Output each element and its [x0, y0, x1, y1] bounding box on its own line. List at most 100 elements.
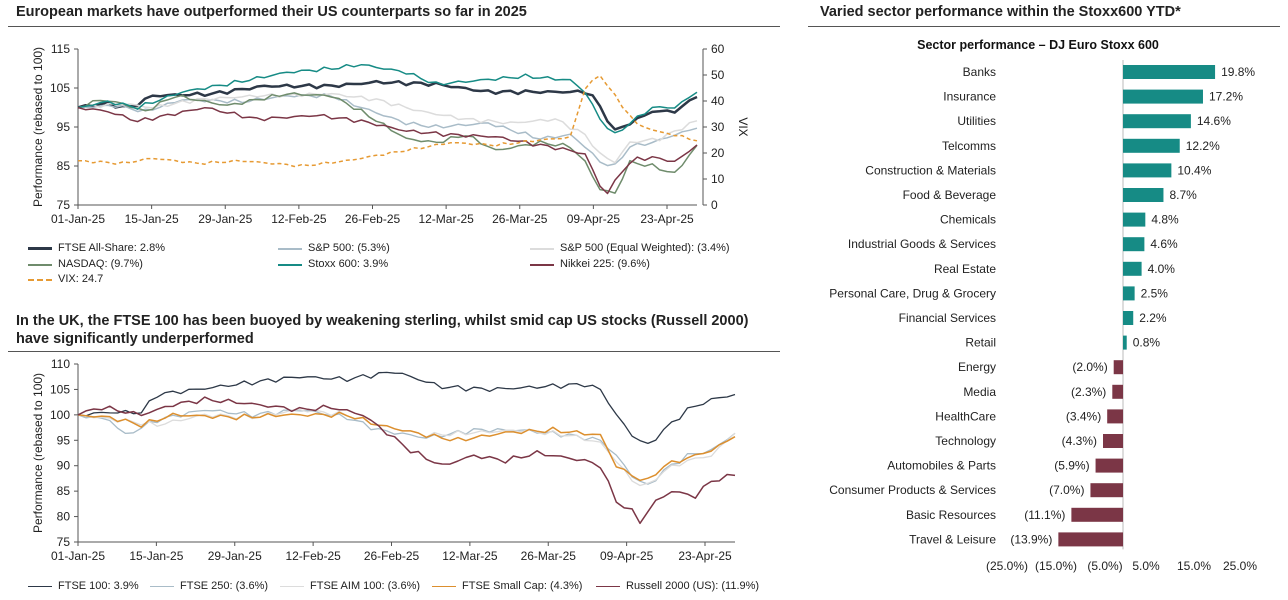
legend-label: Stoxx 600: 3.9%	[308, 258, 389, 270]
top-left-chart-title: European markets have outperformed their…	[16, 4, 527, 20]
x-tick-label: 12-Feb-25	[285, 549, 341, 563]
y-tick-label: 85	[57, 484, 71, 498]
legend-item-nikkei: Nikkei 225: (9.6%)	[530, 258, 650, 271]
category-label: Travel & Leisure	[909, 532, 996, 546]
category-label: Industrial Goods & Services	[848, 237, 996, 251]
legend-label: FTSE 100: 3.9%	[58, 580, 139, 592]
data-label: (5.9%)	[1054, 459, 1089, 473]
x-tick-label: 15-Jan-25	[129, 549, 183, 563]
y-tick-label: 85	[57, 159, 71, 173]
category-label: Technology	[935, 434, 996, 448]
y-tick-label: 110	[51, 357, 70, 371]
legend-item-stoxx600: Stoxx 600: 3.9%	[278, 258, 388, 271]
bar	[1107, 409, 1123, 424]
data-label: 4.6%	[1150, 237, 1178, 251]
data-label: 4.8%	[1151, 213, 1179, 227]
data-label: 17.2%	[1209, 90, 1243, 104]
bar	[1058, 532, 1123, 547]
legend-swatch	[28, 247, 52, 250]
category-label: Media	[963, 385, 996, 399]
x-tick-label: 15-Jan-25	[125, 212, 179, 226]
series-line	[77, 371, 736, 445]
legend-label: Nikkei 225: (9.6%)	[560, 258, 650, 270]
series-line	[77, 396, 736, 525]
y-tick-label: 75	[57, 198, 71, 212]
bar	[1123, 237, 1145, 252]
y-axis-label: Performance (rebased to 100)	[31, 47, 45, 207]
y2-axis-label: VIX	[736, 117, 750, 136]
y2-tick-label: 0	[711, 198, 718, 212]
y-axis-label: Performance (rebased to 100)	[31, 373, 45, 533]
x-tick-label: 29-Jan-25	[208, 549, 262, 563]
y-tick-label: 90	[57, 459, 71, 473]
data-label: (2.3%)	[1071, 385, 1106, 399]
legend-item-ftse100: FTSE 100: 3.9%	[28, 580, 139, 593]
data-label: 0.8%	[1133, 336, 1161, 350]
legend-item-ftse-smallcap: FTSE Small Cap: (4.3%)	[432, 580, 582, 593]
y-tick-label: 95	[57, 433, 71, 447]
category-label: Automobiles & Parts	[887, 459, 996, 473]
series-line	[77, 63, 698, 134]
x-tick-label: 23-Apr-25	[640, 212, 694, 226]
legend-swatch	[278, 247, 302, 250]
bar	[1112, 384, 1123, 399]
series-line	[77, 411, 736, 482]
y2-tick-label: 20	[711, 146, 725, 160]
x-tick-label: 5.0%	[1132, 559, 1160, 573]
bar	[1123, 138, 1180, 153]
x-tick-label: 25.0%	[1223, 559, 1257, 573]
legend-item-nasdaq: NASDAQ: (9.7%)	[28, 258, 143, 271]
series-line	[78, 74, 698, 168]
bar	[1123, 89, 1203, 104]
legend-swatch	[28, 263, 52, 266]
category-label: Chemicals	[940, 213, 996, 227]
category-label: Insurance	[943, 90, 996, 104]
legend-swatch	[150, 586, 174, 587]
x-tick-label: 09-Apr-25	[600, 549, 654, 563]
category-label: Real Estate	[934, 262, 996, 276]
x-tick-label: 12-Feb-25	[271, 212, 327, 226]
y2-tick-label: 10	[711, 172, 725, 186]
data-label: 2.2%	[1139, 311, 1167, 325]
legend-label: NASDAQ: (9.7%)	[58, 258, 143, 270]
category-label: Food & Beverage	[903, 188, 997, 202]
y-tick-label: 80	[57, 510, 71, 524]
legend-item-ftse-aim100: FTSE AIM 100: (3.6%)	[280, 580, 420, 593]
legend-swatch	[28, 278, 52, 281]
y-tick-label: 105	[50, 81, 70, 95]
data-label: 14.6%	[1197, 114, 1231, 128]
y-tick-label: 105	[50, 382, 70, 396]
x-tick-label: 12-Mar-25	[442, 549, 498, 563]
x-tick-label: (15.0%)	[1035, 559, 1077, 573]
x-tick-label: 23-Apr-25	[678, 549, 732, 563]
bottom-left-chart-title: In the UK, the FTSE 100 has been buoyed …	[16, 313, 749, 347]
legend-label: Russell 2000 (US): (11.9%)	[626, 580, 760, 592]
series-line	[77, 92, 698, 164]
legend-swatch	[596, 586, 620, 587]
legend-swatch	[280, 586, 304, 587]
bar	[1123, 261, 1142, 276]
bar	[1095, 458, 1123, 473]
legend-item-ftse-all-share: FTSE All-Share: 2.8%	[28, 242, 165, 255]
top-left-title-rule	[8, 26, 780, 27]
x-tick-label: 01-Jan-25	[51, 212, 105, 226]
data-label: (13.9%)	[1010, 532, 1052, 546]
bar	[1123, 286, 1135, 301]
y-tick-label: 115	[51, 42, 70, 56]
x-tick-label: 26-Mar-25	[492, 212, 548, 226]
x-tick-label: 26-Mar-25	[521, 549, 577, 563]
series-line	[77, 106, 698, 195]
bar	[1123, 335, 1127, 350]
y-tick-label: 100	[50, 408, 70, 422]
data-label: (2.0%)	[1072, 360, 1107, 374]
series-line	[77, 409, 736, 485]
category-label: Personal Care, Drug & Grocery	[829, 286, 996, 300]
bar	[1123, 311, 1134, 325]
bar	[1103, 434, 1123, 448]
bar	[1123, 65, 1216, 79]
legend-swatch	[28, 586, 52, 587]
bar	[1123, 212, 1146, 227]
bar	[1113, 360, 1123, 375]
